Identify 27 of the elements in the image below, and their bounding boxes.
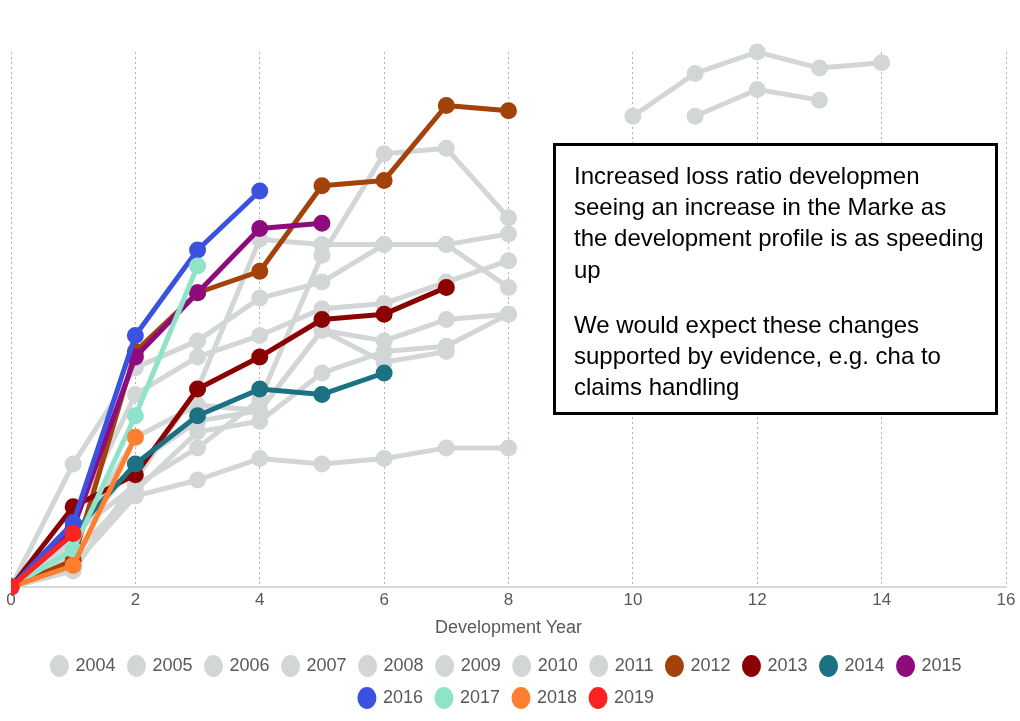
legend-label: 2014: [844, 654, 885, 675]
legend-label: 2004: [75, 654, 116, 675]
legend-label: 2015: [921, 654, 962, 675]
legend-label: 2006: [229, 654, 270, 675]
legend-label: 2005: [152, 654, 193, 675]
legend-label: 2011: [614, 654, 654, 675]
legend-label: 2008: [383, 654, 424, 675]
x-tick-label: 10: [623, 589, 643, 609]
legend-label: 2009: [460, 654, 501, 675]
legend-label: 2018: [537, 686, 578, 707]
x-tick-label: 16: [996, 589, 1016, 609]
legend-label: 2013: [767, 654, 808, 675]
x-tick-label: 8: [503, 589, 514, 609]
legend-label: 2016: [382, 686, 423, 707]
x-tick-label: 2: [130, 589, 141, 609]
x-tick-label: 12: [747, 589, 767, 609]
legend-label: 2007: [306, 654, 347, 675]
annotation: We would expect these changes supported by evidence, e.g. cha to claims handling: [574, 309, 942, 403]
legend-label: 2017: [459, 686, 500, 707]
legend-label: 2019: [614, 686, 655, 707]
legend-label: 2010: [537, 654, 578, 675]
annotation: Increased loss ratio developmen seeing an increase in the Marke as the development profile is as speeding up: [574, 161, 985, 285]
x-tick-label: 6: [379, 589, 389, 609]
x-axis-title: Development Year: [434, 617, 583, 638]
legend-label: 2012: [690, 654, 731, 675]
x-tick-label: 14: [872, 589, 892, 609]
x-tick-label: 4: [255, 589, 265, 609]
